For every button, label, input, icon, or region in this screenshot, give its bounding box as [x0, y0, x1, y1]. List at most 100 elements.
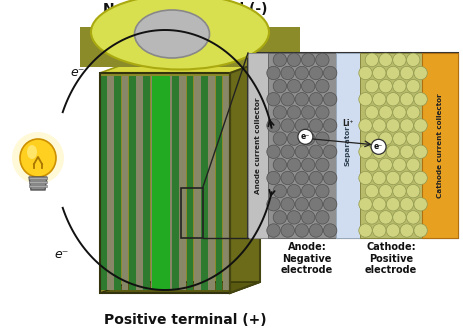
- Circle shape: [386, 198, 399, 211]
- Circle shape: [297, 129, 312, 144]
- Circle shape: [294, 92, 308, 106]
- Circle shape: [287, 158, 300, 172]
- Bar: [186, 76, 193, 290]
- Ellipse shape: [91, 0, 269, 69]
- Polygon shape: [230, 62, 259, 293]
- Bar: [359, 53, 421, 238]
- Circle shape: [287, 79, 300, 93]
- Circle shape: [413, 92, 426, 106]
- Circle shape: [294, 119, 308, 132]
- Bar: [215, 76, 222, 290]
- Text: Cathode current collector: Cathode current collector: [436, 93, 442, 198]
- Bar: [114, 76, 121, 290]
- Circle shape: [406, 53, 419, 67]
- Bar: [29, 177, 47, 179]
- Bar: [157, 76, 164, 290]
- Circle shape: [301, 185, 314, 198]
- Circle shape: [301, 132, 314, 145]
- Circle shape: [378, 79, 392, 93]
- Circle shape: [315, 79, 328, 93]
- Circle shape: [358, 198, 371, 211]
- Circle shape: [406, 158, 419, 172]
- Text: e⁻: e⁻: [55, 249, 69, 262]
- Bar: [247, 53, 268, 238]
- Circle shape: [358, 92, 371, 106]
- Circle shape: [323, 66, 336, 80]
- Ellipse shape: [127, 8, 172, 60]
- Circle shape: [399, 66, 413, 80]
- Circle shape: [266, 224, 280, 237]
- Circle shape: [386, 119, 399, 132]
- Bar: [200, 76, 207, 290]
- Circle shape: [301, 211, 314, 224]
- Circle shape: [323, 119, 336, 132]
- Polygon shape: [100, 282, 259, 293]
- Circle shape: [372, 66, 385, 80]
- Circle shape: [386, 66, 399, 80]
- Text: e⁻: e⁻: [300, 132, 309, 141]
- Circle shape: [378, 132, 392, 145]
- Circle shape: [364, 53, 378, 67]
- Bar: [100, 73, 230, 293]
- Bar: [29, 185, 47, 187]
- Circle shape: [309, 66, 322, 80]
- Circle shape: [370, 139, 385, 154]
- Circle shape: [378, 211, 392, 224]
- Circle shape: [399, 198, 413, 211]
- Circle shape: [372, 119, 385, 132]
- Circle shape: [406, 211, 419, 224]
- Circle shape: [413, 224, 426, 237]
- Bar: [247, 53, 457, 238]
- Text: Li⁺: Li⁺: [342, 119, 353, 128]
- Bar: [121, 76, 128, 290]
- Text: Anode current collector: Anode current collector: [255, 97, 260, 194]
- Circle shape: [287, 185, 300, 198]
- Circle shape: [309, 145, 322, 158]
- Circle shape: [281, 145, 294, 158]
- Circle shape: [323, 198, 336, 211]
- Circle shape: [294, 198, 308, 211]
- Circle shape: [273, 79, 286, 93]
- Circle shape: [399, 171, 413, 185]
- Bar: [268, 53, 335, 238]
- Circle shape: [372, 224, 385, 237]
- Circle shape: [413, 66, 426, 80]
- Circle shape: [378, 106, 392, 119]
- Circle shape: [392, 79, 405, 93]
- Bar: [335, 53, 359, 238]
- Circle shape: [406, 132, 419, 145]
- Circle shape: [273, 211, 286, 224]
- Circle shape: [399, 92, 413, 106]
- Text: Positive terminal (+): Positive terminal (+): [103, 313, 266, 327]
- Circle shape: [287, 106, 300, 119]
- Circle shape: [287, 53, 300, 67]
- Circle shape: [386, 145, 399, 158]
- Circle shape: [315, 185, 328, 198]
- Circle shape: [281, 92, 294, 106]
- Bar: [100, 76, 106, 290]
- Bar: [29, 181, 47, 183]
- Circle shape: [323, 145, 336, 158]
- Circle shape: [392, 132, 405, 145]
- Bar: [129, 76, 135, 290]
- Circle shape: [364, 132, 378, 145]
- Circle shape: [315, 132, 328, 145]
- Circle shape: [301, 158, 314, 172]
- Circle shape: [386, 224, 399, 237]
- Bar: [143, 76, 150, 290]
- Circle shape: [413, 198, 426, 211]
- Circle shape: [399, 119, 413, 132]
- Circle shape: [386, 171, 399, 185]
- Circle shape: [287, 211, 300, 224]
- Circle shape: [273, 158, 286, 172]
- Circle shape: [406, 106, 419, 119]
- Circle shape: [273, 53, 286, 67]
- Circle shape: [294, 224, 308, 237]
- Circle shape: [372, 198, 385, 211]
- Circle shape: [281, 66, 294, 80]
- Circle shape: [281, 198, 294, 211]
- Circle shape: [392, 185, 405, 198]
- Circle shape: [406, 185, 419, 198]
- Circle shape: [315, 211, 328, 224]
- Circle shape: [372, 145, 385, 158]
